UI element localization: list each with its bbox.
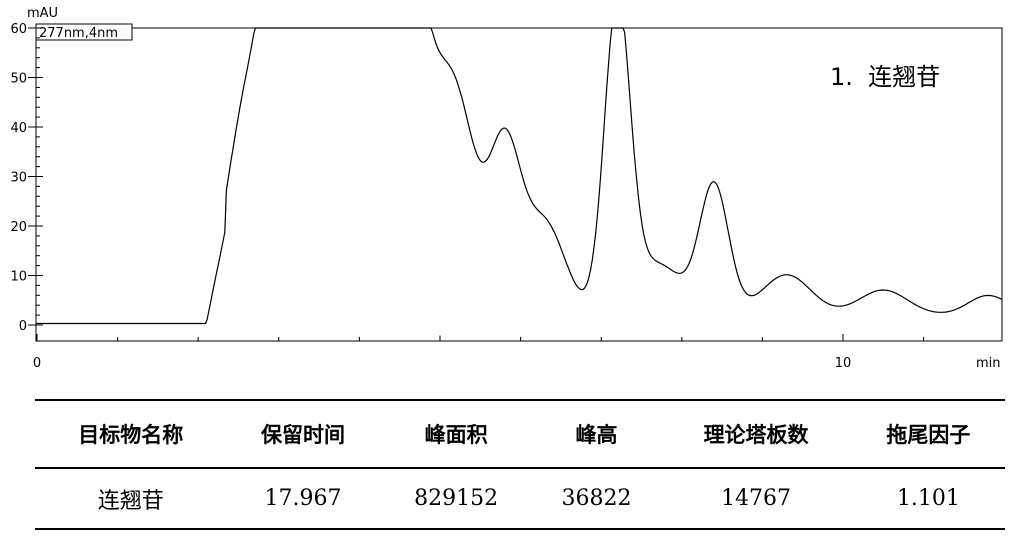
cell-peak-area: 829152 [414,486,499,511]
y-tick-label: 60 [10,22,27,37]
y-tick-label: 40 [10,121,27,136]
chromatogram-trace [36,27,1003,325]
detector-label-box [35,23,133,41]
y-tick-label: 0 [19,319,27,334]
x-tick-label: 10 [835,356,852,371]
results-table: 目标物名称 保留时间 峰面积 峰高 理论塔板数 拖尾因子 连翘苷 17.967 … [35,399,1005,530]
cell-theoretical-plates: 14767 [721,486,792,511]
table-row: 连翘苷 17.967 829152 36822 14767 1.101 [35,468,1005,529]
x-axis-unit-label: min [976,356,1001,371]
cell-compound-name: 连翘苷 [97,488,164,514]
header-peak-height: 峰高 [575,423,618,447]
chromatogram-chart: mAU 277nm,4nm min 1. 连翘苷 010203040506070… [10,6,1003,371]
plot-frame [35,27,1003,342]
detector-label: 277nm,4nm [39,26,118,41]
x-tick-label: 0 [33,356,41,371]
cell-retention-time: 17.967 [264,486,342,511]
axis-ticks: 01020304050607080901001100102030405060 [10,22,925,371]
header-theoretical-plates: 理论塔板数 [703,423,809,447]
y-tick-label: 10 [10,270,27,285]
cell-tailing-factor: 1.101 [896,486,960,511]
y-axis-unit-label: mAU [27,6,58,21]
table-header-row: 目标物名称 保留时间 峰面积 峰高 理论塔板数 拖尾因子 [35,400,1005,468]
y-tick-label: 20 [10,220,27,235]
y-tick-label: 50 [10,72,27,87]
header-retention-time: 保留时间 [261,423,346,447]
cell-peak-height: 36822 [561,486,632,511]
y-tick-label: 30 [10,171,27,186]
header-peak-area: 峰面积 [424,423,488,447]
legend-entry: 1. 连翘苷 [830,63,940,91]
header-compound-name: 目标物名称 [78,423,184,447]
header-tailing-factor: 拖尾因子 [886,423,971,447]
